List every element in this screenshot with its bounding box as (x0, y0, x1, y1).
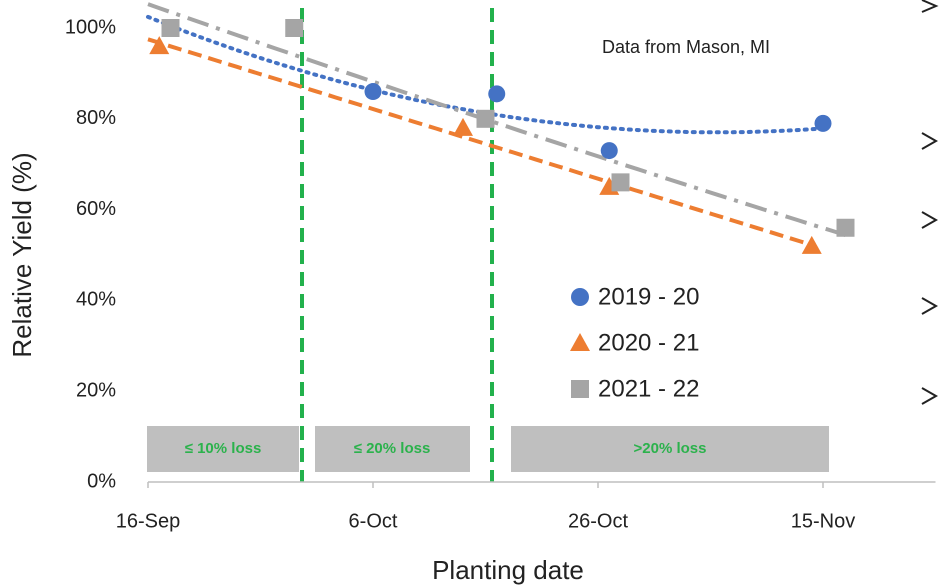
x-tick-label: 16-Sep (116, 510, 181, 532)
point (476, 109, 495, 128)
point (801, 235, 822, 254)
point (600, 142, 618, 160)
point (488, 85, 506, 103)
point (814, 114, 832, 132)
y-tick-label: 0% (87, 470, 116, 492)
trendline (147, 2, 847, 238)
x-axis-label: Planting date (432, 555, 584, 585)
y-tick-label: 60% (76, 198, 116, 220)
bullet-arrow (921, 297, 939, 315)
bullets (921, 0, 939, 405)
trendline (147, 37, 813, 247)
y-axis-label: Relative Yield (%) (7, 152, 37, 357)
legend-label: 2019 - 20 (598, 283, 699, 310)
y-tick-label: 100% (65, 16, 116, 38)
bullet-arrow (921, 211, 939, 229)
y-tick-label: 80% (76, 107, 116, 129)
y-tick-label: 20% (76, 379, 116, 401)
legend-marker (571, 380, 589, 398)
legend-label: 2020 - 21 (598, 329, 699, 356)
y-tick-label: 40% (76, 289, 116, 311)
legend-label: 2021 - 22 (598, 375, 699, 402)
point (149, 36, 170, 55)
annotation: Data from Mason, MI (602, 37, 770, 57)
legend-marker (571, 288, 589, 306)
point (161, 19, 180, 37)
bullet-arrow (921, 387, 939, 405)
point (611, 173, 630, 192)
zone-box (511, 426, 829, 472)
bullet-arrow (921, 132, 939, 150)
x-tick-label: 26-Oct (568, 510, 628, 532)
x-tick-label: 15-Nov (791, 510, 855, 532)
zone-label: ≤ 10% loss (185, 440, 262, 457)
point (285, 19, 304, 37)
point (453, 117, 473, 136)
zone-box (147, 426, 299, 472)
point (836, 218, 855, 237)
zone-label: ≤ 20% loss (354, 440, 431, 457)
legend-marker (570, 333, 590, 351)
bullet-arrow (921, 0, 939, 13)
zone-label: >20% loss (634, 440, 707, 457)
x-tick-label: 6-Oct (349, 510, 398, 532)
point (364, 83, 382, 101)
zone-box (315, 426, 470, 472)
